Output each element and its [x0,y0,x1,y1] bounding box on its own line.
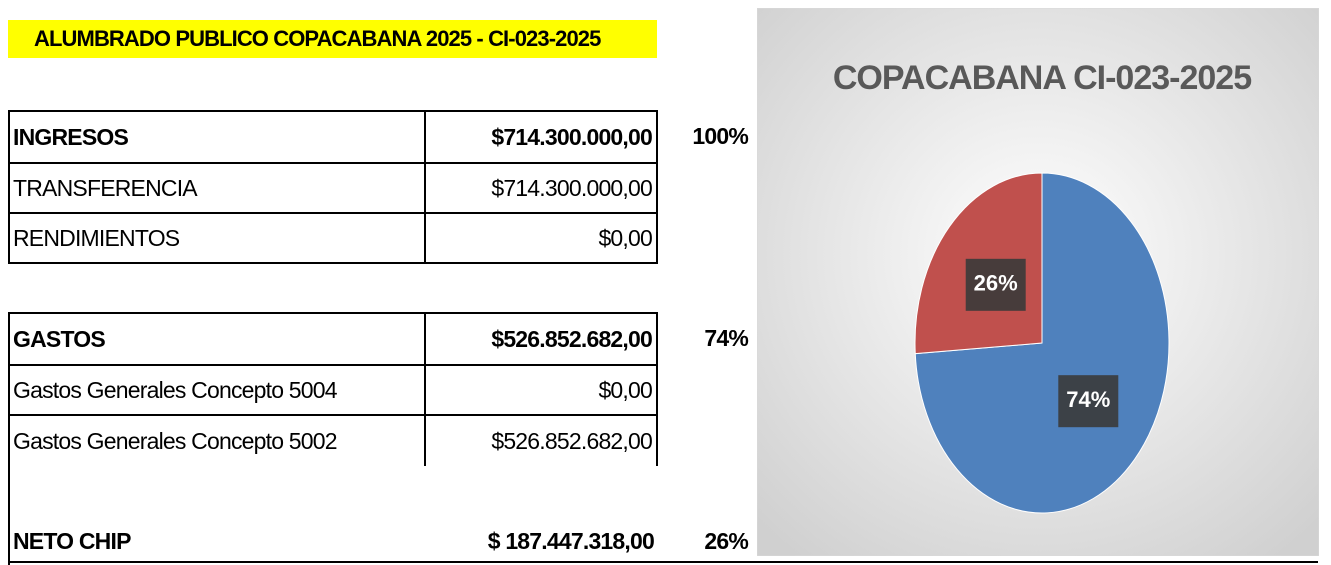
row-label: Gastos Generales Concepto 5002 [8,414,426,466]
pie-chart: COPACABANA CI-023-2025 74% 26% [757,8,1319,556]
row-amount: $714.300.000,00 [425,110,658,162]
row-label: RENDIMIENTOS [8,212,426,264]
data-label-box [965,258,1026,311]
row-label: GASTOS [8,312,426,364]
border [8,561,1318,563]
row-percent: 74% [704,324,748,351]
row-label: TRANSFERENCIA [8,162,426,212]
row-percent: 100% [692,122,748,149]
row-amount: $526.852.682,00 [425,414,658,466]
border [8,466,10,565]
data-label-box [1058,375,1119,428]
data-label: 74% [1066,387,1110,412]
row-amount: $714.300.000,00 [425,162,658,212]
row-percent: 26% [704,528,748,554]
row-amount: $526.852.682,00 [425,312,658,364]
row-amount: $ 187.447.318,00 [487,528,655,554]
row-amount: $0,00 [425,212,658,264]
data-label: 26% [974,271,1018,296]
chart-title: COPACABANA CI-023-2025 [833,59,1251,97]
row-label: Gastos Generales Concepto 5004 [8,364,426,414]
row-label: NETO CHIP [13,528,131,554]
row-amount: $0,00 [425,364,658,414]
row-label: INGRESOS [8,110,426,162]
sheet-title: ALUMBRADO PUBLICO COPACABANA 2025 - CI-0… [8,20,657,58]
